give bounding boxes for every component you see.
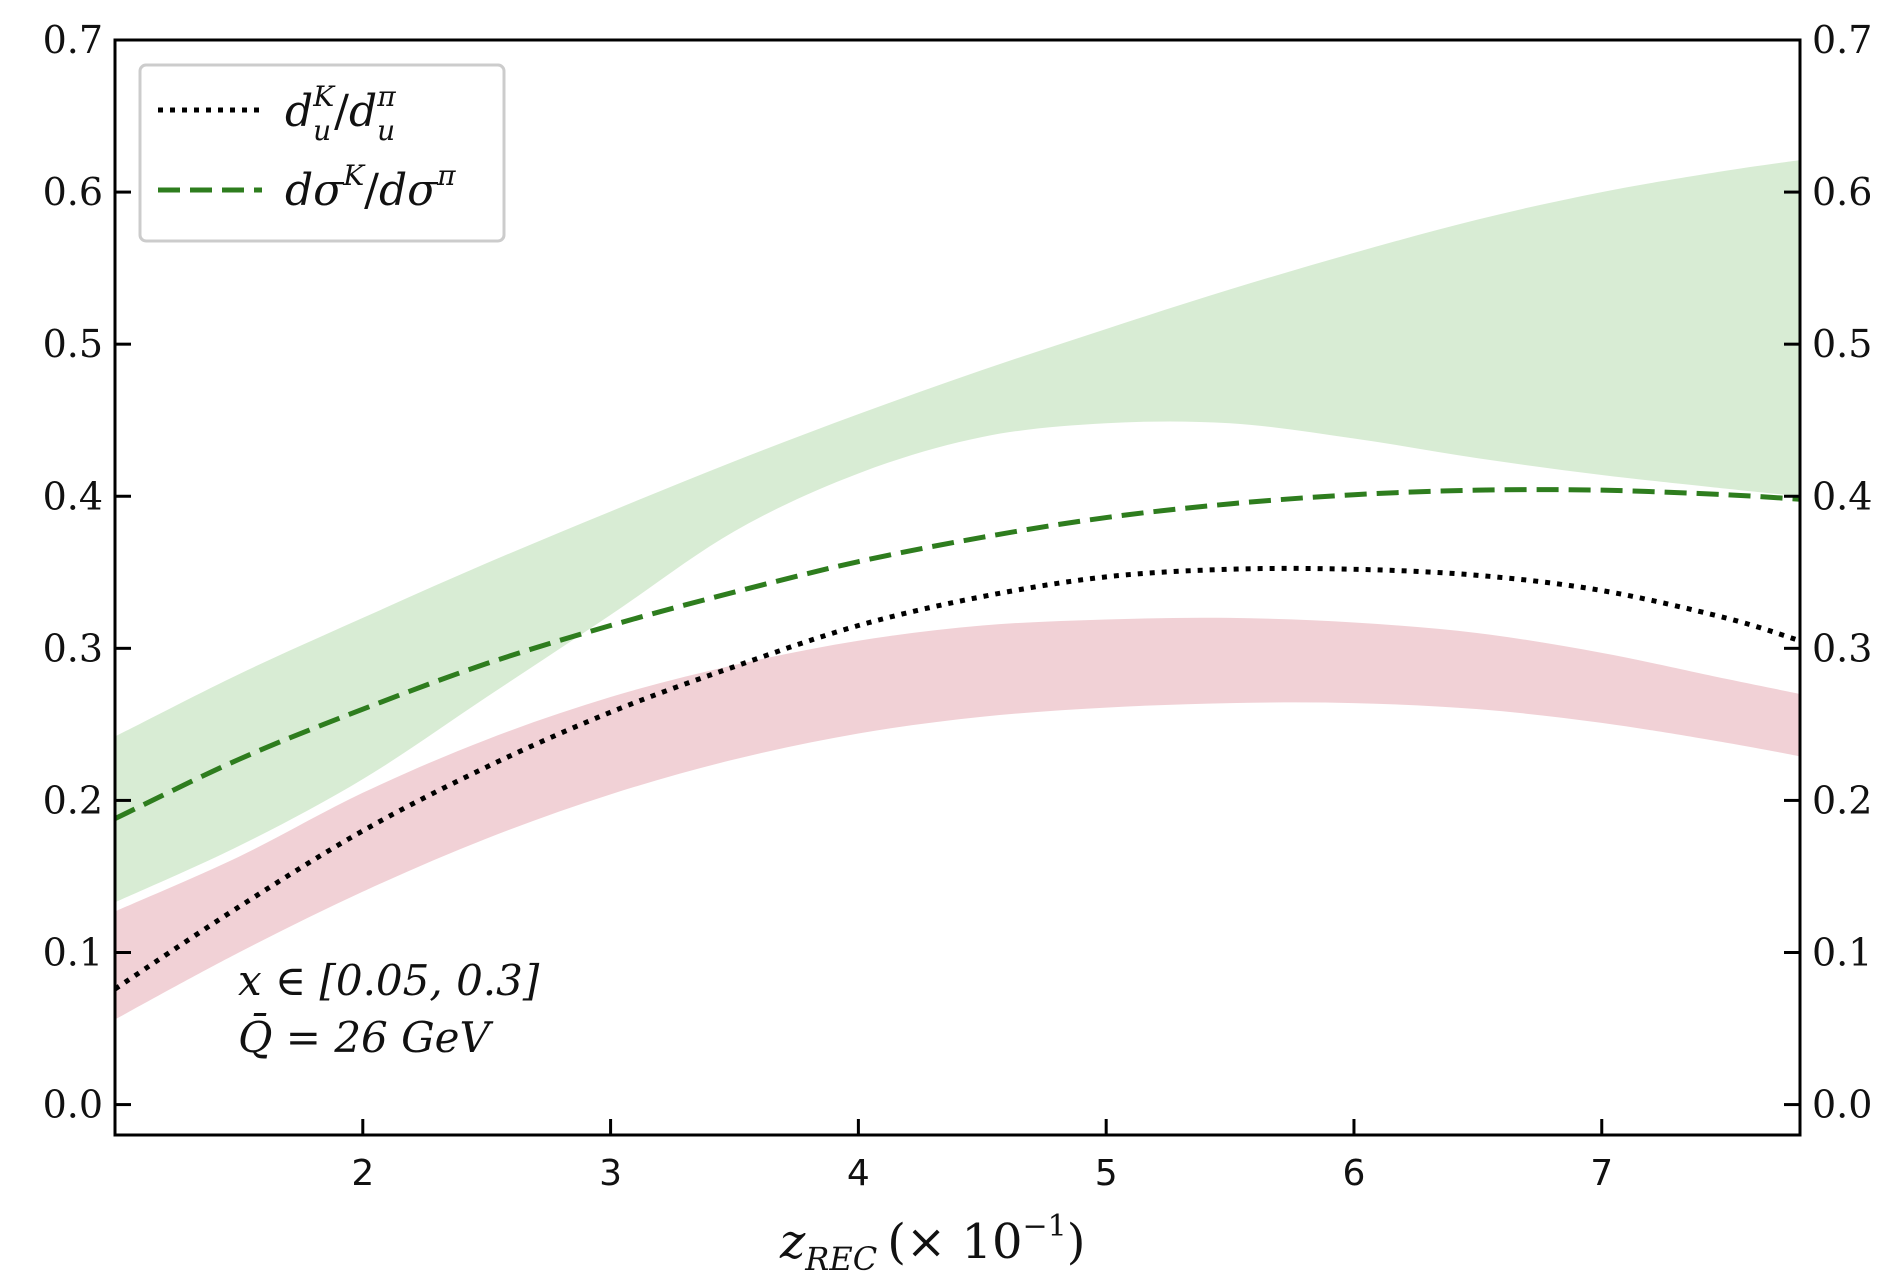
ytick-label-right: 0.6 (1812, 170, 1872, 214)
xtick-label: 4 (847, 1153, 870, 1194)
xtick-label: 2 (351, 1153, 374, 1194)
xtick-label: 6 (1343, 1153, 1366, 1194)
x-axis-label: zREC (× 10−1) (779, 1209, 1085, 1278)
ytick-label-right: 0.0 (1812, 1083, 1872, 1127)
ytick-label-right: 0.5 (1812, 322, 1872, 366)
uncertainty-bands (115, 160, 1800, 1020)
ytick-label-left: 0.0 (43, 1083, 103, 1127)
annotation-x-range: x ∈ [0.05, 0.3] (238, 956, 540, 1005)
plot-frame (113, 38, 1802, 1137)
legend-label-ratio-sigma: dσK/dσπ (285, 159, 456, 216)
xtick-label: 5 (1095, 1153, 1118, 1194)
ytick-label-left: 0.6 (43, 170, 103, 214)
ytick-label-left: 0.2 (43, 778, 103, 822)
xtick-label: 7 (1590, 1153, 1613, 1194)
xtick-label: 3 (599, 1153, 622, 1194)
series-lines (115, 487, 1800, 992)
ytick-label-right: 0.4 (1812, 474, 1872, 518)
ytick-label-left: 0.1 (43, 931, 103, 975)
ytick-label-left: 0.3 (43, 626, 103, 670)
ytick-label-left: 0.5 (43, 322, 103, 366)
ytick-label-right: 0.2 (1812, 778, 1872, 822)
ytick-label-left: 0.4 (43, 474, 103, 518)
band-ratio-sigma (115, 160, 1800, 903)
axis-ticks: 0.0 0.0 0.1 0.1 0.2 0.2 0.3 0.3 0.4 0.4 0.5 0.5 0.6 0… (43, 18, 1873, 1194)
band-ratio-d (115, 617, 1800, 1020)
axes-box (113, 38, 1802, 1137)
ytick-label-right: 0.1 (1812, 931, 1872, 975)
legend: duK/duπ dσK/dσπ (138, 63, 506, 243)
ytick-label-left: 0.7 (43, 18, 103, 62)
annotation-q-bar: Q̄ = 26 GeV (238, 1011, 494, 1062)
line-ratio-d (115, 565, 1800, 992)
line-ratio-sigma (115, 487, 1800, 821)
ytick-label-right: 0.7 (1812, 18, 1872, 62)
legend-label-ratio-d: duK/duπ (285, 80, 396, 147)
ytick-label-right: 0.3 (1812, 626, 1872, 670)
